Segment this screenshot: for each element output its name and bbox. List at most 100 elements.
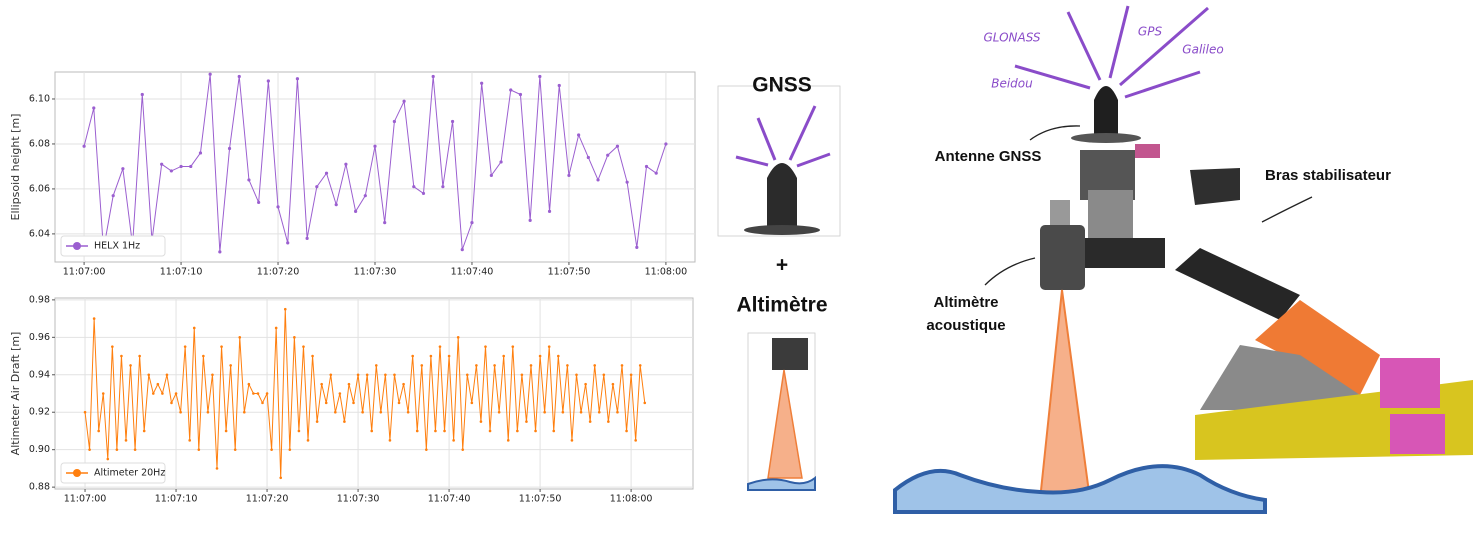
data-point: [261, 401, 264, 405]
data-point: [615, 144, 620, 148]
y-axis-label: Altimeter Air Draft [m]: [9, 332, 22, 456]
data-point: [156, 382, 160, 386]
data-point: [420, 364, 424, 367]
data-point: [460, 248, 464, 252]
x-tick-label: 11:07:20: [246, 494, 289, 505]
data-point: [402, 382, 405, 386]
data-point: [470, 401, 474, 405]
data-point: [547, 209, 552, 214]
x-tick-label: 11:07:30: [354, 267, 397, 278]
data-point: [343, 420, 346, 423]
data-point: [511, 345, 515, 348]
data-point: [620, 364, 624, 367]
data-point: [456, 336, 460, 339]
plus: +: [776, 254, 788, 277]
data-point: [577, 133, 581, 137]
x-tick-label: 11:07:10: [155, 494, 198, 505]
data-point: [384, 373, 387, 377]
data-point: [142, 429, 146, 433]
data-point: [286, 241, 290, 245]
y-tick-label: 0.94: [29, 369, 50, 380]
data-point: [406, 410, 410, 414]
y-tick-label: 6.06: [29, 183, 50, 194]
data-point: [397, 401, 401, 405]
data-point: [607, 420, 610, 423]
data-point: [315, 420, 319, 423]
data-point: [169, 169, 173, 173]
data-point: [475, 364, 478, 367]
data-point: [443, 429, 446, 433]
data-point: [151, 392, 155, 395]
data-point: [83, 410, 87, 414]
x-tick-label: 11:07:30: [337, 494, 380, 505]
data-point: [295, 77, 300, 81]
data-point: [575, 373, 578, 377]
data-point: [320, 382, 323, 386]
data-point: [106, 457, 110, 461]
data-point: [265, 392, 269, 395]
rig-illustration: [893, 5, 1473, 514]
data-point: [257, 200, 261, 205]
data-point: [302, 345, 305, 348]
data-point: [229, 364, 232, 367]
data-point: [425, 448, 428, 451]
data-point: [402, 99, 406, 103]
data-point: [334, 410, 337, 414]
data-point: [334, 203, 338, 207]
x-tick-label: 11:07:40: [451, 267, 494, 278]
x-tick-label: 11:07:20: [257, 267, 300, 278]
data-point: [215, 467, 219, 470]
altimeter-label: Altimètre: [933, 294, 998, 311]
altimeter-icon: [747, 332, 816, 491]
satellite-label: Galileo: [1182, 43, 1223, 57]
gnss-title: GNSS: [752, 74, 812, 97]
data-point: [602, 373, 606, 377]
data-point: [363, 194, 367, 198]
data-point: [111, 345, 114, 348]
data-point: [293, 336, 296, 339]
data-point: [243, 410, 246, 414]
data-point: [306, 439, 310, 442]
data-point: [120, 354, 123, 358]
series-line: [84, 309, 646, 478]
data-point: [434, 429, 437, 433]
data-point: [365, 373, 369, 377]
data-point: [208, 72, 212, 76]
data-point: [161, 392, 164, 395]
data-point: [305, 236, 309, 240]
data-point: [179, 410, 182, 414]
data-point: [101, 392, 105, 395]
data-point: [393, 373, 396, 377]
data-point: [297, 429, 301, 433]
data-point: [121, 167, 125, 171]
x-tick-label: 11:07:00: [64, 494, 107, 505]
data-point: [237, 74, 241, 79]
data-point: [283, 307, 287, 311]
data-point: [447, 354, 451, 358]
data-point: [352, 401, 355, 405]
data-point: [92, 317, 96, 320]
data-point: [324, 171, 329, 175]
data-point: [183, 345, 187, 348]
data-point: [534, 429, 537, 433]
data-point: [198, 151, 203, 155]
data-point: [129, 364, 132, 367]
data-point: [429, 354, 433, 358]
data-point: [489, 173, 493, 178]
data-point: [664, 142, 668, 146]
data-point: [252, 392, 255, 395]
y-axis-label: Ellipsoid height [m]: [9, 114, 22, 221]
data-point: [270, 448, 273, 451]
data-point: [179, 164, 183, 169]
data-point: [538, 354, 542, 358]
data-point: [92, 106, 96, 110]
data-point: [629, 373, 633, 377]
data-point: [520, 373, 524, 377]
data-point: [588, 420, 592, 423]
data-point: [480, 81, 484, 85]
data-point: [224, 429, 228, 433]
data-point: [256, 392, 260, 395]
data-point: [597, 410, 601, 414]
x-tick-label: 11:07:50: [519, 494, 562, 505]
